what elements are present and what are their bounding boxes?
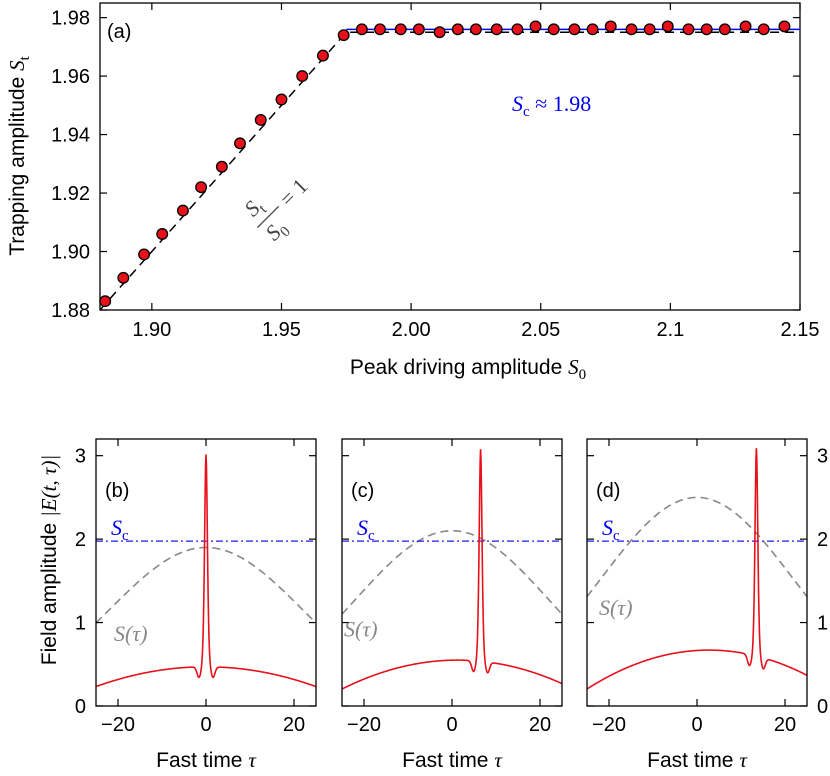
data-point [117,271,130,284]
xtick-label: 20 [774,714,796,736]
ytick-label: 1 [75,613,86,635]
ytick-label: 0 [817,696,828,718]
panel-label: (c) [351,480,374,502]
panel-d: −20 0 20 0 1 2 3 (d) Sc S(τ) Fast time τ [586,438,828,772]
drive-label: S(τ) [114,621,148,646]
field-curve [587,448,807,690]
data-point [195,181,208,194]
sc-label: Sc [602,515,620,544]
data-point [296,70,309,83]
panel-a-ytick-label: 1.98 [51,8,90,30]
data-point [568,23,581,36]
xtick-label: 0 [200,714,211,736]
drive-curve [342,529,562,615]
panel-c: −20 0 20 (c) Sc S(τ) Fast time τ [341,438,563,772]
panel-a-ytick-label: 1.94 [51,125,90,147]
panel-a-ytick-label: 1.92 [51,183,90,205]
bottom-xlabel: Fast time τ [402,748,503,772]
xtick-label: −20 [347,714,381,736]
data-point [412,23,425,36]
bottom-ylabel: Field amplitude |E(t, τ)| [37,455,61,665]
panel-a-ylabel: Trapping amplitude St [5,55,33,255]
drive-label: S(τ) [344,617,378,642]
data-point [739,20,752,33]
data-point [374,23,386,36]
field-curve [342,449,562,690]
panel-a-frame [99,2,801,311]
drive-label: S(τ) [599,595,633,620]
panel-b: −20 0 20 0 1 2 3 (b) Sc S(τ) Fast time τ [75,438,317,772]
ratio-annotation: St S0 = 1 [239,173,312,245]
data-point [700,23,713,36]
data-point [355,23,368,36]
panel-a-ytick-label: 1.88 [51,300,90,322]
data-point [757,23,770,36]
sc-label: Sc [357,515,375,544]
panel-a: 1.90 1.95 2.00 2.05 2.1 2.15 1.88 1.90 1.92 1.94 1… [5,2,820,383]
data-point [138,248,151,261]
bottom-xlabel: Fast time τ [156,748,257,772]
data-point [317,49,329,62]
panel-a-label: (a) [107,21,131,43]
xtick-label: −20 [101,714,135,736]
panel-a-xtick-label: 2.00 [392,319,431,341]
sc-label: Sc [111,515,129,544]
data-point [275,93,288,106]
data-point [337,29,350,42]
data-point [490,23,503,36]
data-point [529,20,542,33]
field-curve [96,454,316,688]
panel-label: (d) [596,480,620,502]
data-point [234,137,246,150]
ytick-label: 3 [75,446,86,468]
drive-curve [587,496,807,598]
bottom-xlabel: Fast time τ [647,748,748,772]
panel-a-xlabel: Peak driving amplitude S0 [350,355,586,383]
panel-a-xtick-label: 2.15 [781,319,820,341]
xtick-label: 20 [529,714,551,736]
data-point [469,23,482,36]
data-point [254,114,267,126]
panel-a-xtick-label: 1.95 [262,319,301,341]
data-point [511,23,524,36]
unity-line [99,31,800,311]
panel-a-xtick-label: 2.1 [656,319,684,341]
panel-a-xtick-label: 1.90 [132,319,171,341]
panel-a-ytick-label: 1.96 [51,66,90,88]
data-point [625,23,638,36]
sc-annotation: Sc ≈ 1.98 [512,91,591,120]
xtick-label: 0 [691,714,702,736]
data-point [661,20,674,33]
data-point [451,23,464,36]
data-point [718,23,731,36]
data-point [682,23,695,36]
data-point [99,295,112,308]
data-point [394,23,407,36]
ytick-label: 3 [817,446,828,468]
data-point [177,204,189,217]
panel-frame [341,438,563,707]
data-point [643,23,656,36]
svg-text:= 1: = 1 [274,173,312,211]
ytick-label: 2 [817,529,828,551]
ytick-label: 2 [75,529,86,551]
data-point [586,23,599,36]
drive-curve [96,546,316,624]
xtick-label: 0 [446,714,457,736]
panel-a-ytick-label: 1.90 [51,242,90,264]
data-point [547,23,560,36]
ytick-label: 0 [75,696,86,718]
data-point [156,228,169,240]
data-point [215,160,228,173]
data-point [604,20,617,33]
panel-label: (b) [105,480,129,502]
ytick-label: 1 [817,613,828,635]
data-point [433,26,446,39]
panel-a-xtick-label: 2.05 [521,319,560,341]
data-point [778,20,791,33]
xtick-label: 20 [283,714,305,736]
xtick-label: −20 [592,714,626,736]
